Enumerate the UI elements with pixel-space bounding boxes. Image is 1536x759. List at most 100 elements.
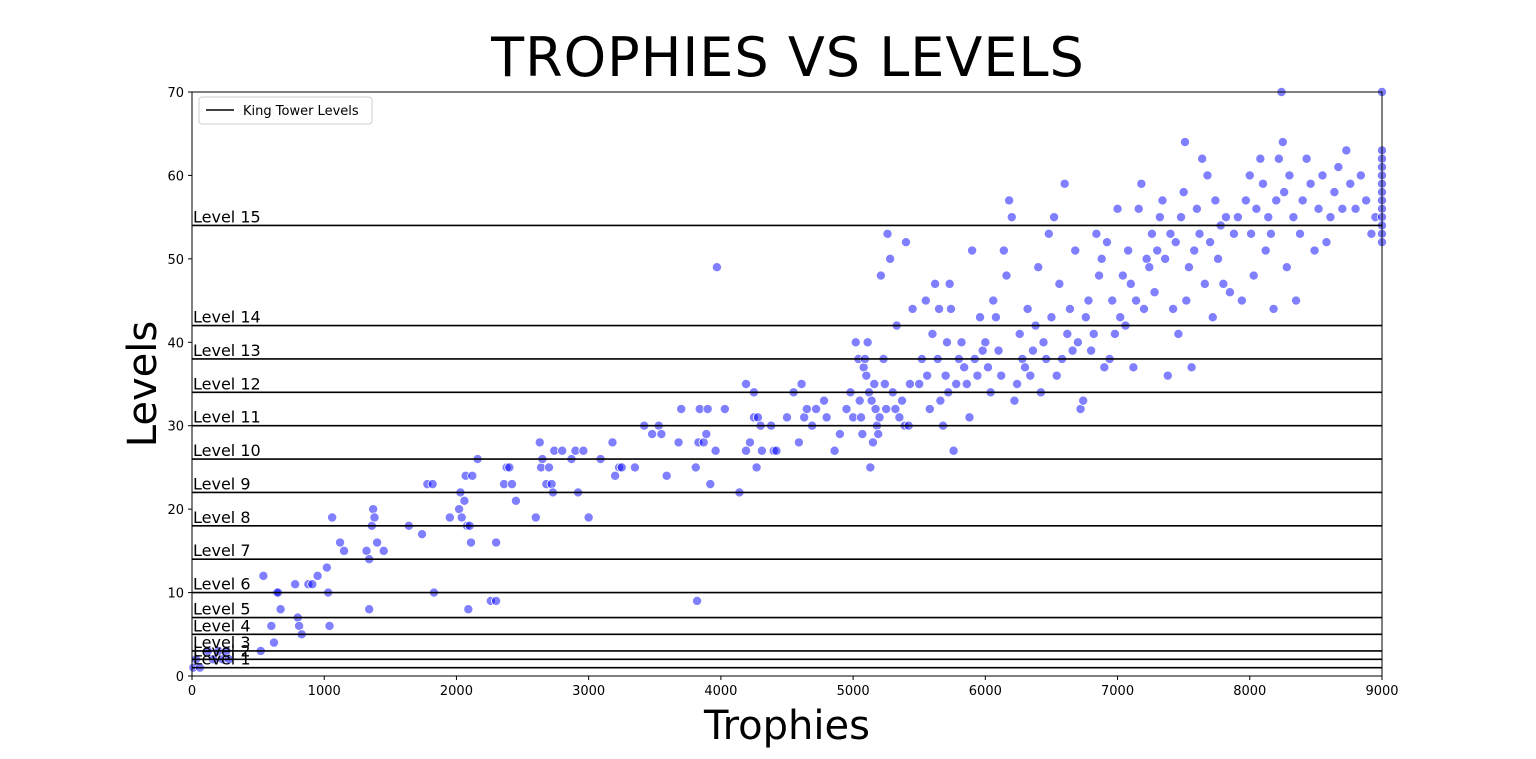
- data-point: [335, 537, 346, 548]
- data-point: [1228, 228, 1239, 239]
- data-point: [456, 512, 467, 523]
- data-point: [1125, 278, 1136, 289]
- data-point: [1297, 195, 1308, 206]
- data-point: [744, 437, 755, 448]
- data-point: [821, 412, 832, 423]
- data-point: [1273, 153, 1284, 164]
- data-point: [1202, 170, 1213, 181]
- data-point: [1361, 195, 1372, 206]
- data-point: [1080, 312, 1091, 323]
- king-tower-level-label: Level 3: [193, 633, 251, 652]
- data-point: [881, 404, 892, 415]
- data-point: [1067, 345, 1078, 356]
- data-point: [1154, 212, 1165, 223]
- data-point: [1194, 228, 1205, 239]
- data-point: [1207, 312, 1218, 323]
- data-point: [934, 303, 945, 314]
- data-point: [1086, 345, 1097, 356]
- data-point: [1128, 362, 1139, 373]
- data-point: [467, 470, 478, 481]
- data-point: [885, 253, 896, 264]
- data-point: [268, 637, 279, 648]
- data-point: [676, 404, 687, 415]
- data-point: [1038, 337, 1049, 348]
- data-point: [1186, 362, 1197, 373]
- data-point: [1027, 345, 1038, 356]
- data-point: [530, 512, 541, 523]
- data-point: [692, 595, 703, 606]
- data-point: [1101, 237, 1112, 248]
- x-tick-label: 5000: [837, 684, 870, 699]
- x-tick-label: 1000: [308, 684, 341, 699]
- data-point: [793, 437, 804, 448]
- data-point: [534, 437, 545, 448]
- data-point: [491, 595, 502, 606]
- data-point: [1146, 228, 1157, 239]
- data-point: [1244, 170, 1255, 181]
- data-point: [1333, 162, 1344, 173]
- data-point: [1236, 295, 1247, 306]
- data-point: [858, 362, 869, 373]
- data-point: [1197, 153, 1208, 164]
- data-point: [756, 445, 767, 456]
- data-point: [610, 470, 621, 481]
- data-point: [372, 537, 383, 548]
- data-point: [875, 270, 886, 281]
- y-tick-label: 20: [167, 503, 184, 518]
- data-point: [321, 562, 332, 573]
- data-point: [1152, 245, 1163, 256]
- data-point: [1091, 228, 1102, 239]
- data-point: [1160, 253, 1171, 264]
- data-point: [945, 303, 956, 314]
- data-point: [258, 570, 269, 581]
- data-point: [1220, 212, 1231, 223]
- data-point: [1009, 395, 1020, 406]
- data-point: [1096, 253, 1107, 264]
- data-point: [1260, 245, 1271, 256]
- data-point: [1224, 287, 1235, 298]
- king-tower-level-label: Level 12: [193, 374, 261, 393]
- data-point: [1064, 303, 1075, 314]
- data-point: [865, 462, 876, 473]
- data-point: [1279, 187, 1290, 198]
- king-tower-level-label: Level 13: [193, 341, 261, 360]
- data-point: [673, 437, 684, 448]
- data-point: [1117, 270, 1128, 281]
- data-point: [1191, 203, 1202, 214]
- data-point: [1329, 187, 1340, 198]
- data-point: [1022, 303, 1033, 314]
- x-tick-label: 8000: [1233, 684, 1266, 699]
- data-point: [1062, 328, 1073, 339]
- king-tower-level-label: Level 5: [193, 600, 251, 619]
- data-point: [940, 370, 951, 381]
- data-point: [454, 504, 465, 515]
- data-point: [922, 370, 933, 381]
- scatter-points: [188, 87, 1388, 673]
- data-point: [1350, 203, 1361, 214]
- king-tower-level-label: Level 7: [193, 541, 251, 560]
- data-point: [506, 479, 517, 490]
- data-point: [1232, 212, 1243, 223]
- y-tick-label: 10: [167, 587, 184, 602]
- data-point: [690, 462, 701, 473]
- data-point: [990, 312, 1001, 323]
- data-point: [607, 437, 618, 448]
- data-point: [1112, 203, 1123, 214]
- data-point: [1043, 228, 1054, 239]
- data-point: [996, 370, 1007, 381]
- data-point: [741, 378, 752, 389]
- data-point: [1012, 378, 1023, 389]
- data-point: [1131, 295, 1142, 306]
- x-tick-label: 0: [188, 684, 196, 699]
- data-point: [873, 429, 884, 440]
- data-point: [1305, 178, 1316, 189]
- data-point: [856, 412, 867, 423]
- data-point: [782, 412, 793, 423]
- y-tick-label: 70: [167, 86, 184, 101]
- data-point: [1033, 262, 1044, 273]
- data-point: [463, 604, 474, 615]
- data-point: [977, 345, 988, 356]
- data-point: [1165, 228, 1176, 239]
